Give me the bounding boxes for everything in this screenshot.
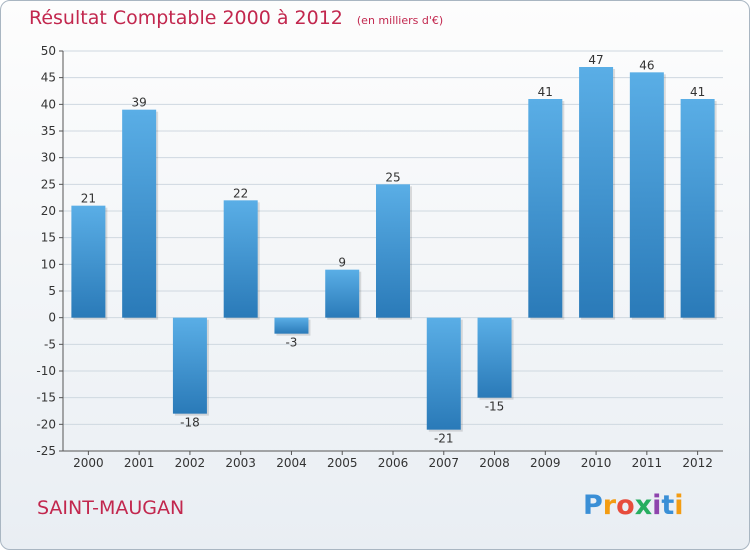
axes [59, 50, 723, 455]
x-tick-label: 2001 [124, 456, 155, 470]
bar-2007[interactable] [426, 317, 461, 430]
bar-2005[interactable] [325, 269, 360, 318]
y-tick-label: -25 [36, 444, 56, 458]
y-tick-label: -20 [36, 417, 56, 431]
x-tick-label: 2005 [327, 456, 358, 470]
bar-2004[interactable] [274, 317, 309, 334]
y-tick-label: 0 [48, 311, 56, 325]
labels: -25 -20 -15 -10 -5 0 5 10 15 20 25 30 35 40 45 50 2000 21… [36, 44, 712, 470]
x-tick-label: 2008 [479, 456, 510, 470]
data-label: -18 [180, 416, 200, 430]
y-tick-label: -15 [36, 391, 56, 405]
data-label: 25 [385, 170, 400, 184]
x-tick-label: 2012 [682, 456, 713, 470]
x-tick-label: 2004 [276, 456, 307, 470]
y-tick-label: -10 [36, 364, 56, 378]
y-tick-label: 30 [41, 151, 56, 165]
y-tick-label: 35 [41, 124, 56, 138]
bar-2002[interactable] [172, 317, 207, 414]
y-tick-label: 25 [41, 177, 56, 191]
logo-letter: i [652, 490, 662, 521]
data-label: -3 [285, 336, 297, 350]
x-tick-label: 2000 [73, 456, 104, 470]
bar-2003[interactable] [223, 200, 258, 318]
bar-2006[interactable] [376, 184, 410, 318]
bar-2012[interactable] [680, 99, 715, 318]
x-tick-label: 2011 [632, 456, 663, 470]
logo-letter: i [674, 490, 684, 521]
y-tick-label: -5 [44, 337, 56, 351]
data-label: 46 [639, 58, 654, 72]
data-label: 41 [690, 85, 705, 99]
data-label: 41 [538, 85, 553, 99]
logo-letter: r [602, 490, 617, 521]
y-tick-label: 15 [41, 231, 56, 245]
logo-letter: t [661, 490, 675, 521]
proxiti-logo[interactable]: Proxiti [583, 490, 684, 521]
y-tick-label: 40 [41, 97, 56, 111]
x-tick-label: 2009 [530, 456, 561, 470]
bars [71, 67, 717, 432]
data-label: 22 [233, 186, 248, 200]
bar-2009[interactable] [528, 99, 563, 318]
commune-name: SAINT-MAUGAN [37, 497, 185, 519]
y-tick-label: 5 [48, 284, 56, 298]
data-label: -15 [485, 400, 505, 414]
x-tick-label: 2002 [175, 456, 206, 470]
bar-2008[interactable] [477, 317, 512, 398]
data-label: 47 [588, 53, 603, 67]
y-tick-label: 50 [41, 44, 56, 58]
y-tick-label: 10 [41, 257, 56, 271]
bar-2000[interactable] [71, 205, 106, 318]
title-row: Résultat Comptable 2000 à 2012 (en milli… [29, 7, 443, 29]
data-label: 21 [81, 192, 96, 206]
chart-subtitle: (en milliers d'€) [356, 14, 444, 27]
x-tick-label: 2006 [378, 456, 409, 470]
data-label: 9 [338, 256, 346, 270]
logo-letter: x [634, 490, 653, 521]
bar-2010[interactable] [579, 67, 614, 318]
x-tick-label: 2003 [225, 456, 256, 470]
x-tick-label: 2010 [581, 456, 612, 470]
logo-letter: o [616, 490, 635, 521]
bar-2011[interactable] [629, 72, 664, 318]
x-tick-label: 2007 [428, 456, 459, 470]
data-label: -21 [434, 432, 454, 446]
data-label: 39 [132, 96, 147, 110]
y-tick-label: 45 [41, 71, 56, 85]
chart-title: Résultat Comptable 2000 à 2012 [29, 7, 343, 29]
y-tick-label: 20 [41, 204, 56, 218]
logo-letter: P [583, 490, 603, 521]
bar-2001[interactable] [122, 109, 157, 318]
